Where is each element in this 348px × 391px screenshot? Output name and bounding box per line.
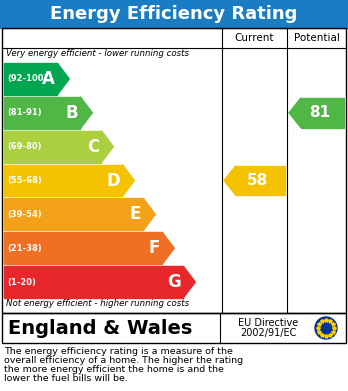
Polygon shape: [224, 165, 236, 196]
Text: 58: 58: [247, 173, 268, 188]
Text: Energy Efficiency Rating: Energy Efficiency Rating: [50, 5, 298, 23]
Text: F: F: [149, 239, 160, 257]
Text: Not energy efficient - higher running costs: Not energy efficient - higher running co…: [6, 300, 189, 308]
Polygon shape: [101, 131, 113, 163]
Text: lower the fuel bills will be.: lower the fuel bills will be.: [4, 374, 128, 383]
Bar: [2, 313, 346, 343]
Bar: [4, 131, 101, 163]
Bar: [4, 266, 183, 298]
Text: 2002/91/EC: 2002/91/EC: [240, 328, 296, 338]
Bar: [4, 232, 162, 264]
Text: G: G: [167, 273, 181, 291]
Bar: [4, 97, 80, 129]
Polygon shape: [143, 198, 155, 230]
Text: C: C: [87, 138, 99, 156]
Text: overall efficiency of a home. The higher the rating: overall efficiency of a home. The higher…: [4, 356, 243, 365]
Text: England & Wales: England & Wales: [8, 319, 192, 337]
Bar: [2, 28, 346, 313]
Polygon shape: [80, 97, 92, 129]
Bar: [301, 98, 344, 128]
Text: (39-54): (39-54): [7, 210, 42, 219]
Bar: [4, 63, 57, 95]
Text: (1-20): (1-20): [7, 278, 36, 287]
Text: A: A: [42, 70, 55, 88]
Polygon shape: [289, 98, 301, 128]
Bar: [236, 165, 285, 196]
Bar: [0, 0, 348, 28]
Bar: [4, 198, 143, 230]
Text: Potential: Potential: [294, 33, 339, 43]
Polygon shape: [122, 165, 134, 196]
Polygon shape: [162, 232, 174, 264]
Text: (55-68): (55-68): [7, 176, 42, 185]
Text: B: B: [66, 104, 78, 122]
Text: the more energy efficient the home is and the: the more energy efficient the home is an…: [4, 365, 224, 374]
Text: (92-100): (92-100): [7, 74, 47, 83]
Text: EU Directive: EU Directive: [238, 318, 298, 328]
Text: D: D: [106, 172, 120, 190]
Text: (21-38): (21-38): [7, 244, 42, 253]
Polygon shape: [183, 266, 195, 298]
Text: E: E: [130, 205, 141, 223]
Text: 81: 81: [309, 105, 330, 120]
Circle shape: [315, 317, 337, 339]
Text: (69-80): (69-80): [7, 142, 41, 151]
Bar: [4, 165, 122, 196]
Text: (81-91): (81-91): [7, 108, 42, 117]
Text: The energy efficiency rating is a measure of the: The energy efficiency rating is a measur…: [4, 347, 233, 356]
Text: Current: Current: [235, 33, 274, 43]
Text: Very energy efficient - lower running costs: Very energy efficient - lower running co…: [6, 50, 189, 59]
Polygon shape: [57, 63, 69, 95]
